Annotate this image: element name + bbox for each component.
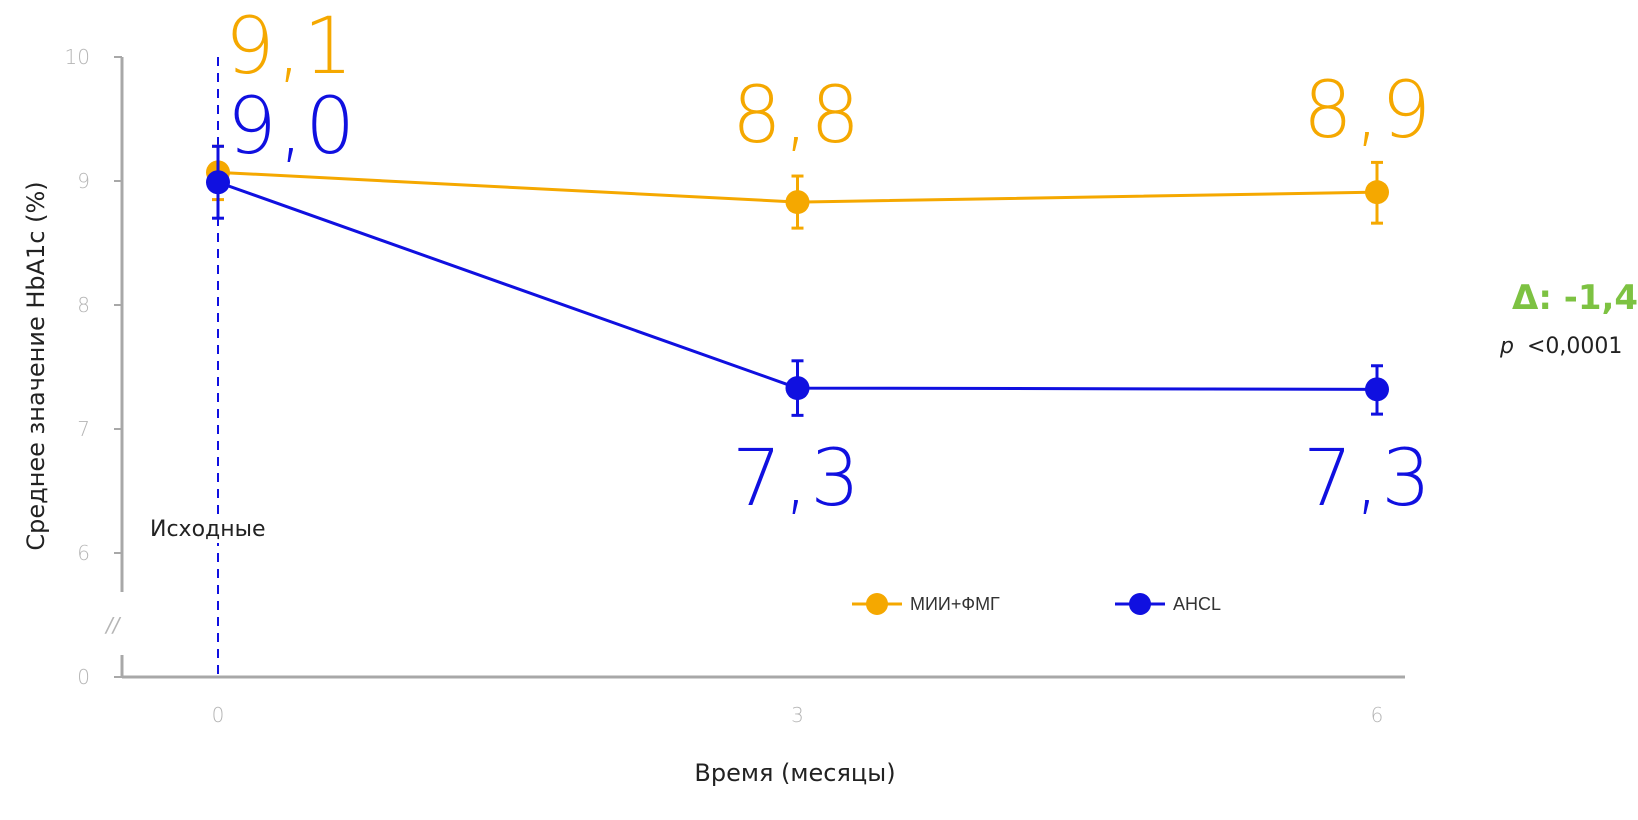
axes: 0 6 7 8 9 10 // 0 3 6 xyxy=(65,45,1405,727)
x-tick-label: 0 xyxy=(212,703,225,727)
p-value-annotation: p <0,0001 xyxy=(1499,334,1622,359)
y-tick-label: 0 xyxy=(77,665,90,689)
y-tick-label: 7 xyxy=(77,417,90,441)
p-symbol: p xyxy=(1499,334,1514,359)
legend-marker xyxy=(1129,593,1151,615)
x-axis-title: Время (месяцы) xyxy=(694,759,895,787)
legend: МИИ+ФМГ AHCL xyxy=(852,593,1221,615)
data-point xyxy=(1365,180,1389,205)
data-label-ahcl: 9,0 xyxy=(227,82,357,172)
data-point xyxy=(785,376,810,401)
legend-item-mii-fmg: МИИ+ФМГ xyxy=(852,593,1000,615)
p-value: <0,0001 xyxy=(1527,334,1622,359)
x-tick-label: 3 xyxy=(791,703,804,727)
series-ahcl xyxy=(206,144,1389,417)
baseline-label-gap xyxy=(210,515,226,543)
series-layer xyxy=(206,144,1389,417)
baseline-label: Исходные xyxy=(150,517,266,542)
y-tick-label: 8 xyxy=(77,293,90,317)
x-tick-label: 6 xyxy=(1371,703,1384,727)
y-axis-title: Среднее значение HbA1c (%) xyxy=(22,181,50,550)
data-point xyxy=(206,170,230,195)
data-label-mii-fmg: 8,9 xyxy=(1303,66,1433,156)
y-tick-label: 9 xyxy=(77,169,90,193)
data-label-ahcl: 7,3 xyxy=(732,434,862,524)
data-point xyxy=(785,190,810,215)
legend-marker xyxy=(866,593,888,615)
y-axis-break-marker: // xyxy=(104,613,122,637)
data-label-mii-fmg: 8,8 xyxy=(732,71,862,161)
y-tick-label: 6 xyxy=(77,541,90,565)
legend-label: AHCL xyxy=(1173,594,1221,614)
delta-annotation: Δ: -1,4 xyxy=(1512,278,1638,318)
legend-label: МИИ+ФМГ xyxy=(910,594,1000,614)
data-label-mii-fmg: 9,1 xyxy=(225,2,355,92)
data-point xyxy=(1365,377,1389,402)
data-label-layer: 9,1 8,8 8,9 9,0 7,3 7,3 xyxy=(225,2,1433,524)
data-label-ahcl: 7,3 xyxy=(1303,434,1433,524)
legend-item-ahcl: AHCL xyxy=(1115,593,1221,615)
y-tick-label: 10 xyxy=(65,45,90,69)
